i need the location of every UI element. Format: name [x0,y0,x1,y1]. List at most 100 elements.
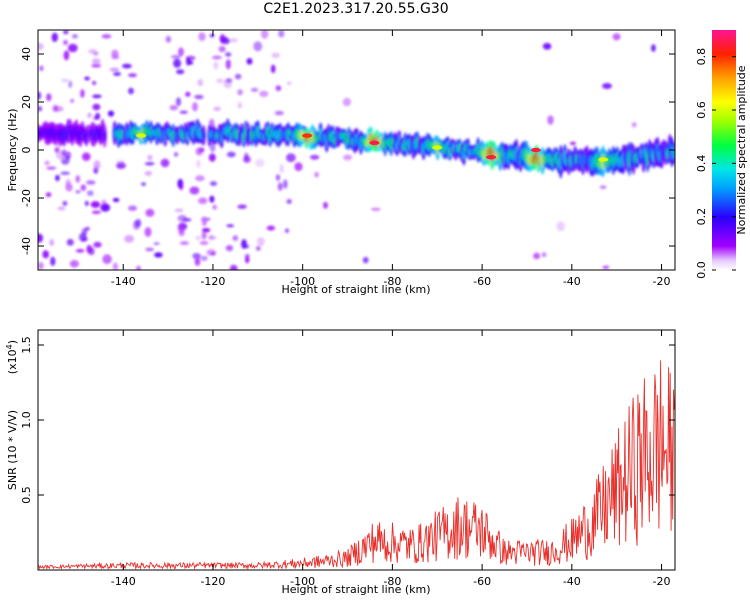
colorbar-tick-label: 0.2 [695,208,708,226]
noise-blob [69,260,79,268]
colorbar-tick-label: 0.8 [695,48,708,66]
noise-blob [195,235,202,241]
colorbar-label: Normalized spectral amplitude [735,65,748,234]
noise-blob [343,154,353,161]
y-tick-label: 0.5 [20,486,33,504]
noise-blob [209,181,218,187]
noise-blob [541,252,547,257]
noise-blob [314,171,319,178]
ridge-hotspot [486,155,497,160]
spectrogram-panel: -140 -120 -100 -80 -60 -40 -20 -40 -20 0 20 40 Heig… [6,29,676,296]
snr-scale-note: (x104) [5,340,19,374]
noise-blob [277,182,283,191]
noise-blob [599,185,607,189]
spectrogram-ylabel: Frequency (Hz) [6,109,19,192]
noise-blob [38,91,42,100]
noise-blob [278,30,285,38]
snr-scale-exponent: 4 [5,344,14,349]
noise-blob [82,152,91,161]
y-tick-label: -40 [20,237,33,255]
noise-blob [177,223,185,234]
noise-blob [179,183,184,191]
noise-blob [245,256,250,264]
noise-blob [136,265,141,270]
noise-blob [113,72,121,76]
noise-blob [65,151,72,160]
noise-blob [91,210,101,214]
x-tick-label: -20 [653,275,671,288]
noise-blob [198,197,208,205]
noise-blob [45,192,52,198]
noise-blob [189,186,200,195]
noise-blob [154,252,163,258]
noise-blob [66,238,74,246]
noise-blob [194,257,201,266]
noise-blob [165,35,172,43]
snr-xlabel: Height of straight line (km) [281,583,430,596]
noise-blob [112,262,118,270]
colorbar-ticks: 0.0 0.2 0.4 0.6 0.8 [695,48,736,279]
x-tick-label: -60 [473,575,491,588]
noise-blob [38,42,44,51]
noise-blob [100,203,111,212]
noise-blob [229,38,238,43]
noise-blob [266,225,276,231]
noise-blob [124,235,134,243]
noise-blob [92,94,102,99]
noise-blob [145,208,155,217]
noise-blob [170,55,181,59]
noise-blob [55,174,60,182]
y-tick-label: 1.5 [20,336,33,354]
snr-panel: -140 -120 -100 -80 -60 -40 -20 0.5 1.0 1.5 Height… [5,329,676,596]
noise-blob [61,149,67,157]
spectrogram-image [38,30,675,270]
spectrogram-axes: -140 -120 -100 -80 -60 -40 -20 -40 -20 0 20 40 [20,30,675,288]
noise-blob [237,102,242,109]
noise-blob [206,249,216,256]
noise-blob [90,201,101,208]
noise-blob [95,112,101,120]
snr-axes: -140 -120 -100 -80 -60 -40 -20 0.5 1.0 1.5 [20,330,675,588]
x-tick-label: -40 [563,575,581,588]
noise-blob [286,199,292,204]
noise-blob [198,32,206,41]
noise-blob [237,89,243,96]
noise-blob [286,81,292,85]
noise-blob [232,235,239,241]
spectral-ridge [38,118,675,179]
noise-blob [210,143,216,153]
noise-blob [209,33,215,38]
noise-blob [173,58,182,68]
x-tick-label: -100 [290,275,315,288]
noise-blob [323,201,328,209]
noise-blob [122,63,132,69]
noise-blob [284,228,290,233]
noise-blob [195,147,203,156]
noise-blob [199,240,209,245]
noise-blob [133,220,140,230]
noise-blob [75,190,81,194]
snr-series-line [38,360,675,570]
noise-blob [80,184,87,191]
noise-blob [370,207,381,211]
noise-blob [112,197,120,203]
noise-blob [174,208,184,213]
snr-ylabel: SNR (10 * V/V) [6,410,19,490]
noise-blob [612,33,621,41]
noise-blob [128,205,137,211]
ridge-hotspot [369,140,380,145]
y-tick-label: 1.0 [20,411,33,429]
noise-blob [38,106,43,112]
noise-blob [84,76,90,81]
noise-blob [87,112,92,119]
noise-blob [38,233,43,243]
noise-blob [234,73,242,80]
noise-blob [49,239,54,246]
noise-blob [225,245,233,251]
noise-blob [237,204,247,209]
noise-blob [602,83,612,89]
noise-blob [144,171,153,176]
noise-blob [261,30,269,39]
noise-blob [283,179,288,189]
